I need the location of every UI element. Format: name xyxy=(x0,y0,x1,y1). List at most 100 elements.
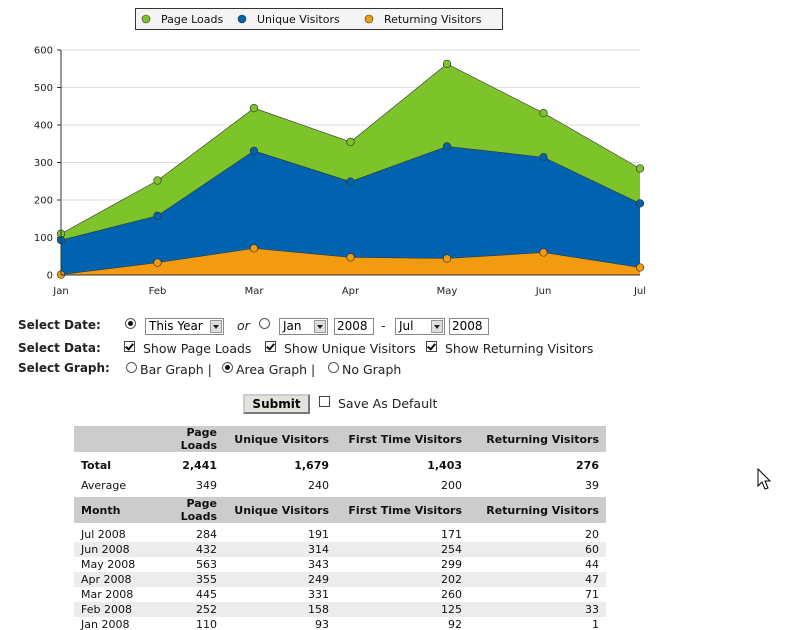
dropdown[interactable]: Jan xyxy=(279,318,328,335)
data-point xyxy=(346,137,355,147)
table-row: Feb 2008 252 158 125 33 xyxy=(74,602,606,617)
table-cell: 254 xyxy=(336,542,469,557)
table-cell: 44 xyxy=(585,558,599,571)
y-tick-label: 100 xyxy=(34,233,53,244)
table-cell: 331 xyxy=(308,588,329,601)
table-cell: 445 xyxy=(196,588,217,601)
data-point xyxy=(153,258,162,267)
table-cell: 563 xyxy=(196,558,217,571)
table-cell: 200 xyxy=(441,479,462,492)
radio[interactable] xyxy=(222,362,233,373)
submit-button[interactable]: Submit xyxy=(243,394,310,414)
chart: 0 100 200 300 400 500 600 Jan Feb Mar Apr May Jun Jul… xyxy=(34,8,646,297)
input[interactable]: 2008 xyxy=(334,318,374,335)
data-point xyxy=(249,146,259,156)
table-cell: 2,441 xyxy=(182,459,217,472)
table-cell: 71 xyxy=(585,588,599,601)
header-cell: Page Loads xyxy=(145,497,224,525)
header-cell: Unique Visitors xyxy=(224,426,336,452)
radio[interactable] xyxy=(125,318,136,329)
table-cell: Jul 2008 xyxy=(81,528,126,541)
area xyxy=(61,248,640,275)
y-tick-label: 0 xyxy=(47,271,53,282)
dropdown-value: Jul xyxy=(399,319,414,333)
checkbox-label: Show Unique Visitors xyxy=(284,341,416,356)
x-tick-label: Mar xyxy=(245,286,265,297)
monthly-table: Month Page Loads Unique Visitors First Time… xyxy=(74,497,606,630)
table-cell: 191 xyxy=(308,528,329,541)
checkbox[interactable] xyxy=(124,341,135,352)
table-row: Mar 2008 445 331 260 71 xyxy=(74,587,606,602)
table-cell: 47 xyxy=(469,572,606,587)
legend-marker xyxy=(237,14,247,24)
x-tick-label: Jan xyxy=(52,286,68,297)
table-row: Average 349 240 200 39 xyxy=(74,472,606,492)
table-cell: 1 xyxy=(592,618,599,630)
input[interactable]: 2008 xyxy=(449,318,489,335)
data-point xyxy=(249,244,259,253)
checkbox[interactable] xyxy=(426,341,437,352)
data-point xyxy=(635,199,645,208)
checkbox-label: Show Returning Visitors xyxy=(445,341,594,356)
table-cell: 284 xyxy=(196,528,217,541)
x-tick-label: Feb xyxy=(149,286,167,297)
data-point xyxy=(635,263,645,272)
header-cell: Page Loads xyxy=(145,426,224,452)
legend-label: Returning Visitors xyxy=(384,13,482,26)
table-cell: 343 xyxy=(308,558,329,571)
table-cell: Apr 2008 xyxy=(74,572,145,587)
table-cell: 349 xyxy=(196,479,217,492)
header-row: Month Page Loads Unique Visitors First Time… xyxy=(74,497,606,525)
radio-label: No Graph xyxy=(342,362,402,377)
radio-label: Area Graph | xyxy=(236,362,316,377)
dropdown[interactable]: Jul xyxy=(395,318,445,335)
checkbox[interactable] xyxy=(319,396,330,407)
table-cell: 314 xyxy=(224,542,336,557)
data-point xyxy=(442,59,452,69)
dropdown[interactable]: This Year xyxy=(145,318,224,335)
table-cell: 260 xyxy=(441,588,462,601)
summary-table: Page Loads Unique Visitors First Time Visi… xyxy=(74,426,606,492)
header-cell: First Time Visitors xyxy=(336,497,469,525)
dropdown-value: This Year xyxy=(149,319,203,333)
legend-marker xyxy=(141,14,151,24)
y-tick-label: 300 xyxy=(34,158,53,169)
table-cell: 249 xyxy=(224,572,336,587)
header-cell: Month xyxy=(74,497,145,525)
x-tick-label: Jul xyxy=(633,286,646,297)
radio[interactable] xyxy=(328,362,339,373)
text: - xyxy=(381,318,386,333)
table-cell: 93 xyxy=(315,618,329,630)
header-cell: First Time Visitors xyxy=(336,426,469,452)
table-cell: 202 xyxy=(336,572,469,587)
table-cell: 1,679 xyxy=(294,459,329,472)
table-cell: 276 xyxy=(576,459,599,472)
area xyxy=(61,146,640,275)
checkbox-label: Show Page Loads xyxy=(143,341,252,356)
dropdown-arrow xyxy=(210,320,222,333)
table-cell: 240 xyxy=(308,479,329,492)
table-cell: May 2008 xyxy=(81,558,136,571)
table-cell: 171 xyxy=(441,528,462,541)
header-cell: Returning Visitors xyxy=(469,426,606,452)
radio[interactable] xyxy=(126,362,137,373)
header-cell: Unique Visitors xyxy=(224,497,336,525)
radio[interactable] xyxy=(259,318,270,329)
checkbox[interactable] xyxy=(265,341,276,352)
table-cell: 110 xyxy=(196,618,217,630)
header-cell: Returning Visitors xyxy=(469,497,606,525)
table-cell: Jun 2008 xyxy=(74,542,145,557)
label: Select Data: xyxy=(18,341,101,355)
table-row: Jun 2008 432 314 254 60 xyxy=(74,542,606,557)
data-point xyxy=(346,253,355,262)
table-cell: 432 xyxy=(145,542,224,557)
table-cell: 20 xyxy=(585,528,599,541)
table-cell: 355 xyxy=(145,572,224,587)
table-row: Jan 2008 110 93 92 1 xyxy=(74,617,606,630)
label: Select Graph: xyxy=(18,361,110,375)
checkbox-label: Save As Default xyxy=(338,396,438,411)
table-cell: Jan 2008 xyxy=(81,618,130,630)
y-tick-label: 600 xyxy=(34,46,53,57)
data-point xyxy=(539,153,548,162)
